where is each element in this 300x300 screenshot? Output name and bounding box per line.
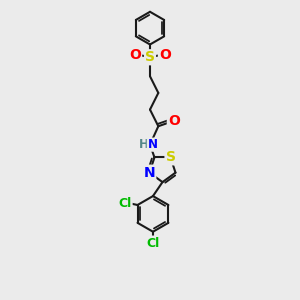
Text: H: H [139,138,148,151]
Text: O: O [129,49,141,62]
Text: N: N [147,138,158,151]
Text: N: N [144,166,155,180]
Text: Cl: Cl [118,197,132,210]
Text: S: S [166,150,176,164]
Text: S: S [145,50,155,64]
Text: O: O [159,49,171,62]
Text: Cl: Cl [146,236,160,250]
Text: O: O [168,114,180,128]
